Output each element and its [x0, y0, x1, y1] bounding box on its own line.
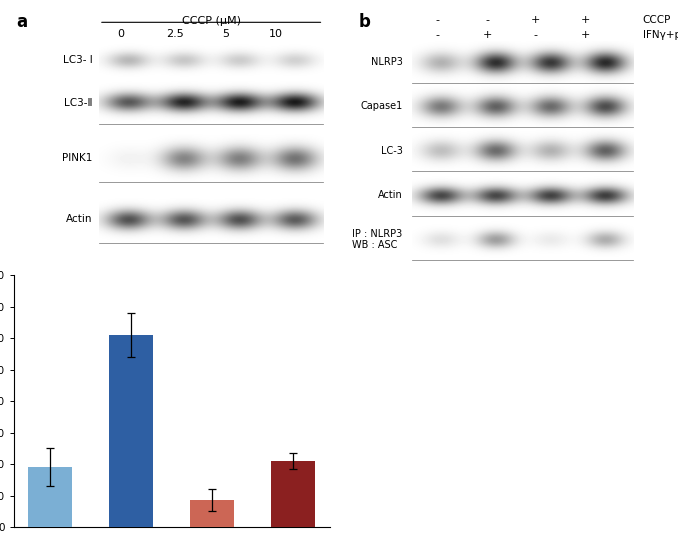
Text: CCCP (μM): CCCP (μM): [182, 16, 241, 26]
Text: Actin: Actin: [378, 190, 403, 200]
Text: a: a: [17, 14, 28, 31]
Text: IFNγ+pIC: IFNγ+pIC: [643, 30, 678, 40]
Text: LC3- I: LC3- I: [63, 55, 93, 65]
Text: 0: 0: [117, 29, 125, 38]
Text: Actin: Actin: [66, 214, 93, 223]
Text: +: +: [531, 15, 540, 25]
Bar: [271, 461, 315, 527]
Text: Capase1: Capase1: [360, 101, 403, 111]
Text: NLRP3: NLRP3: [371, 57, 403, 67]
Text: -: -: [435, 30, 439, 40]
Text: -: -: [534, 30, 537, 40]
Text: 2.5: 2.5: [166, 29, 184, 38]
Text: -: -: [486, 15, 490, 25]
Text: -: -: [435, 15, 439, 25]
Text: IP : NLRP3
WB : ASC: IP : NLRP3 WB : ASC: [352, 229, 403, 250]
Text: LC-3: LC-3: [380, 145, 403, 156]
Bar: [190, 500, 235, 527]
Text: PINK1: PINK1: [62, 153, 93, 163]
Text: +: +: [581, 15, 591, 25]
Text: 5: 5: [222, 29, 229, 38]
Text: 10: 10: [269, 29, 283, 38]
Text: +: +: [581, 30, 591, 40]
Text: +: +: [483, 30, 492, 40]
Text: LC3-Ⅱ: LC3-Ⅱ: [64, 98, 93, 108]
Bar: [28, 467, 73, 527]
Bar: [109, 335, 153, 527]
Text: CCCP: CCCP: [643, 15, 671, 25]
Text: b: b: [358, 14, 370, 31]
